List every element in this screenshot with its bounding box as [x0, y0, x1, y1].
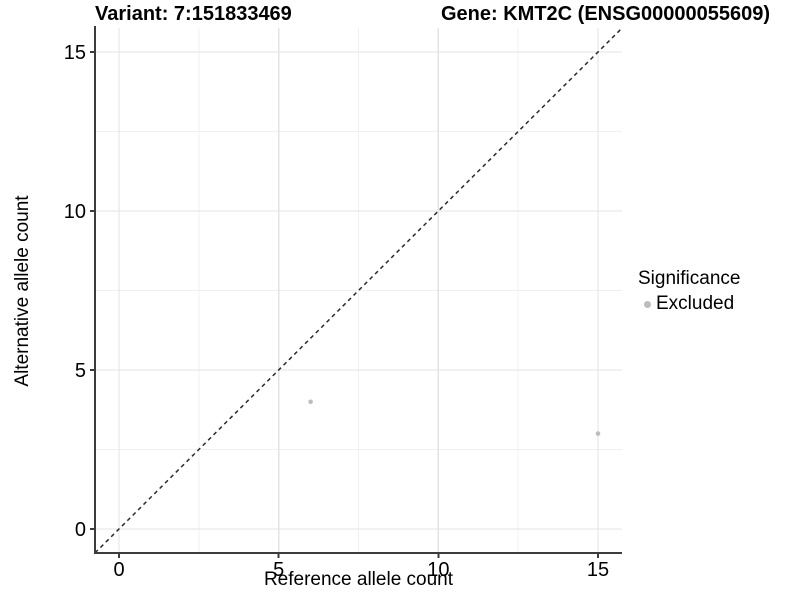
- x-tick-label: 5: [273, 559, 284, 581]
- legend: Significance Excluded: [638, 268, 740, 315]
- y-tick-label: 10: [64, 201, 86, 223]
- y-tick-label: 0: [75, 519, 86, 541]
- y-tick-label: 5: [75, 360, 86, 382]
- legend-label: Excluded: [656, 293, 735, 314]
- identity-diagonal-line: [94, 27, 623, 554]
- gene-title: Gene: KMT2C (ENSG00000055609): [441, 3, 771, 25]
- y-tick-label: 15: [64, 42, 86, 64]
- x-tick-label: 0: [113, 559, 124, 581]
- x-axis-title: Reference allele count: [263, 569, 454, 590]
- data-point: [595, 431, 601, 436]
- variant-title: Variant: 7:151833469: [95, 3, 292, 25]
- legend-title: Significance: [638, 268, 741, 289]
- excluded-point-icon: [644, 300, 651, 308]
- data-point: [308, 399, 313, 405]
- legend-item-excluded: Excluded: [638, 293, 740, 315]
- x-tick-label: 15: [587, 559, 609, 581]
- x-tick-label: 10: [427, 559, 449, 581]
